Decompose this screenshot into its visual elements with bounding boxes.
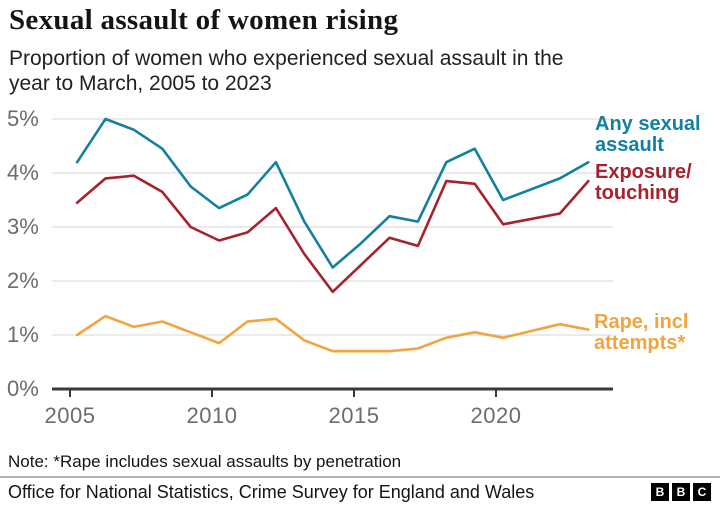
- y-axis-label-2%: 2%: [7, 268, 39, 293]
- page-title: Sexual assault of women rising: [9, 4, 399, 36]
- x-axis-label-2010: 2010: [186, 403, 238, 428]
- legend-any-line2: assault: [595, 134, 664, 156]
- bbc-logo-block-b2: B: [672, 483, 690, 501]
- bbc-logo: B B C: [651, 483, 711, 501]
- y-axis-label-0%: 0%: [7, 376, 39, 401]
- series-line-rape-incl-attempts-: [75, 314, 590, 353]
- y-axis-label-5%: 5%: [7, 106, 39, 131]
- legend-rape-line2: attempts*: [594, 332, 686, 354]
- chart-subtitle-line2: year to March, 2005 to 2023: [9, 72, 272, 95]
- source-attribution: Office for National Statistics, Crime Su…: [8, 482, 535, 502]
- y-axis-label-1%: 1%: [7, 322, 39, 347]
- y-axis-label-4%: 4%: [7, 160, 39, 185]
- chart-subtitle-line1: Proportion of women who experienced sexu…: [9, 47, 564, 70]
- bbc-logo-block-c: C: [693, 483, 711, 501]
- footer-divider: [0, 476, 720, 478]
- legend-rape-incl-attempts: Rape, incl attempts*: [594, 312, 688, 354]
- legend-any-line1: Any sexual: [595, 113, 701, 135]
- x-axis-label-2005: 2005: [44, 403, 96, 428]
- footnote: Note: *Rape includes sexual assaults by …: [8, 452, 402, 471]
- series-line-exposure-touching: [75, 174, 590, 294]
- x-axis-label-2020: 2020: [470, 403, 522, 428]
- legend-any-sexual-assault: Any sexual assault: [595, 114, 701, 156]
- bbc-logo-block-b1: B: [651, 483, 669, 501]
- y-axis-label-3%: 3%: [7, 214, 39, 239]
- legend-exposure-line1: Exposure/: [595, 161, 692, 183]
- legend-exposure-touching: Exposure/ touching: [595, 162, 692, 204]
- legend-rape-line1: Rape, incl: [594, 311, 689, 333]
- x-axis-label-2015: 2015: [328, 403, 380, 428]
- legend-exposure-line2: touching: [595, 182, 680, 204]
- series-line-any-sexual-assault: [75, 117, 590, 269]
